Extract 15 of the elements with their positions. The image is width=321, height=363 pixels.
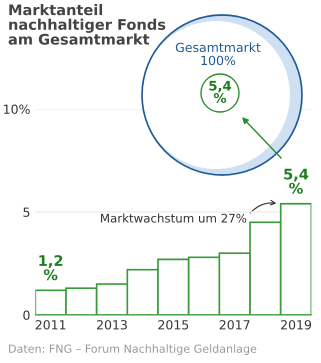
text: Daten: FNG – Forum Nachhaltige Geldanlage (9, 344, 256, 355)
x-tick-label: 2013 (97, 320, 127, 330)
x-tick-label: 2011 (36, 320, 66, 330)
x-tick-label: 2015 (158, 320, 188, 330)
data-label: 1,2 % (39, 255, 62, 280)
chart-title: Marktanteil nachhaltiger Fonds am Gesamtmarkt (8, 4, 166, 45)
data-label: 5,4 % (284, 168, 308, 194)
y-tick-label: 10% (4, 104, 30, 114)
y-tick-label: 5 (23, 208, 30, 217)
x-tick-label: 2017 (220, 320, 250, 330)
y-tick-label: 0 (23, 310, 30, 320)
text: 5,4 % (209, 80, 232, 103)
x-tick-label: 2019 (281, 320, 312, 330)
text: Gesamtmarkt 100% (176, 42, 261, 66)
annotation: Marktwachstum um 27% (101, 213, 246, 223)
